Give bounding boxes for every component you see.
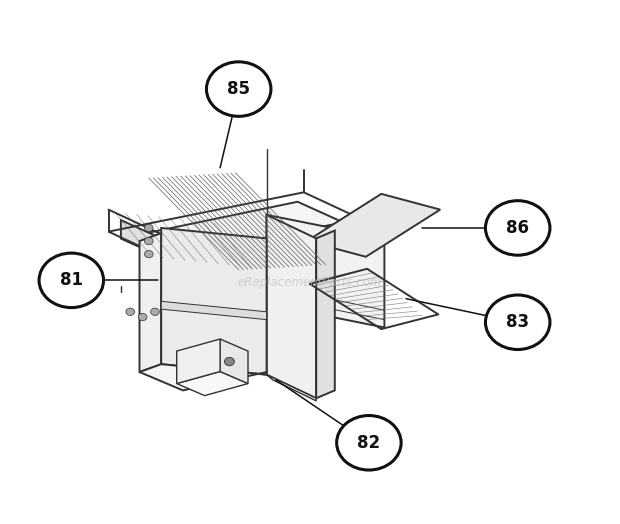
Text: 81: 81 — [60, 271, 83, 289]
Text: 82: 82 — [357, 434, 381, 452]
Polygon shape — [267, 215, 316, 398]
Polygon shape — [177, 372, 248, 396]
Text: 86: 86 — [506, 219, 529, 237]
Polygon shape — [121, 220, 208, 278]
Text: eReplacementParts.com: eReplacementParts.com — [238, 277, 382, 289]
Circle shape — [144, 250, 153, 258]
Polygon shape — [267, 215, 384, 328]
Circle shape — [485, 295, 550, 350]
Polygon shape — [316, 231, 335, 398]
Circle shape — [206, 62, 271, 116]
Circle shape — [144, 237, 153, 245]
Text: 83: 83 — [506, 313, 529, 331]
Polygon shape — [121, 202, 384, 278]
Text: 85: 85 — [227, 80, 250, 98]
Circle shape — [39, 253, 104, 308]
Circle shape — [224, 357, 234, 366]
Polygon shape — [161, 301, 267, 320]
Polygon shape — [307, 194, 440, 257]
Circle shape — [138, 313, 147, 321]
Polygon shape — [220, 339, 248, 384]
Circle shape — [485, 201, 550, 255]
Polygon shape — [161, 228, 267, 375]
Polygon shape — [140, 233, 161, 372]
Polygon shape — [177, 339, 220, 384]
Circle shape — [151, 308, 159, 315]
Polygon shape — [208, 223, 384, 278]
Circle shape — [126, 308, 135, 315]
Circle shape — [337, 416, 401, 470]
Circle shape — [144, 224, 153, 232]
Polygon shape — [140, 364, 267, 390]
Polygon shape — [267, 375, 316, 401]
